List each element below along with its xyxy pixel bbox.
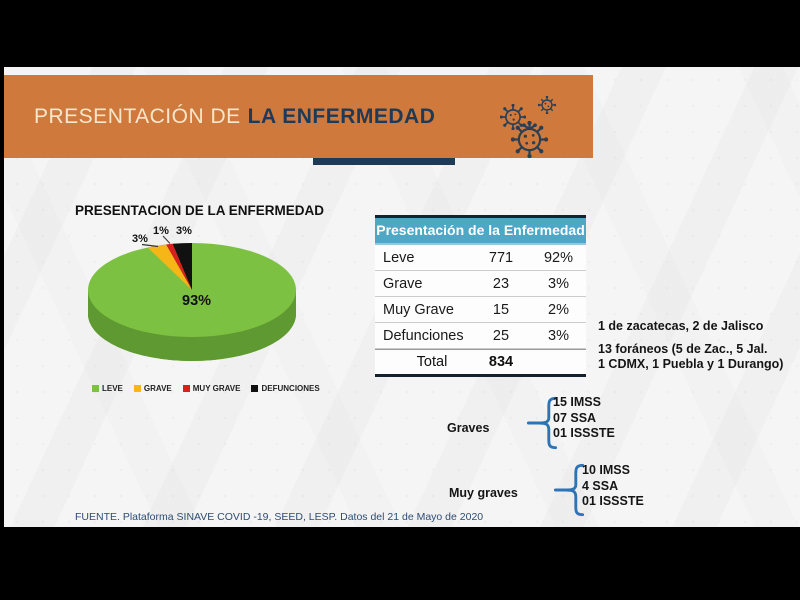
annotation-line: 1 CDMX, 1 Puebla y 1 Durango) — [598, 357, 784, 371]
total-label: Total — [416, 354, 448, 370]
legend-label: MUY GRAVE — [192, 384, 241, 393]
virus-icon — [511, 121, 548, 158]
muy-graves-item: 01 ISSSTE — [582, 494, 644, 508]
leader-line — [141, 243, 159, 248]
total-value: 834 — [488, 354, 514, 370]
legend-item-muy-grave: MUY GRAVE — [182, 384, 241, 393]
graves-items: 15 IMSS 07 SSA 01 ISSSTE — [553, 395, 615, 442]
pie-slice-grave — [147, 244, 192, 290]
slide: PRESENTACIÓN DE LA ENFERMEDAD — [4, 67, 800, 527]
muy-graves-item: 10 IMSS — [582, 463, 630, 477]
legend-label: DEFUNCIONES — [261, 384, 320, 393]
virus-icons — [500, 96, 570, 160]
muy-graves-item: 4 SSA — [582, 478, 619, 493]
brace-graves — [526, 396, 558, 450]
page-title-light: PRESENTACIÓN DE — [34, 104, 241, 128]
table-row: Defunciones 25 3% — [375, 323, 586, 349]
page-title: PRESENTACIÓN DE LA ENFERMEDAD — [34, 75, 435, 158]
graves-item: 07 SSA — [553, 410, 597, 425]
table-row: Muy Grave 15 2% — [375, 297, 586, 323]
row-label: Muy Grave — [383, 301, 454, 318]
table-row: Leve 771 92% — [375, 245, 586, 271]
brace-muy-graves — [553, 463, 585, 517]
row-value: 15 — [492, 301, 510, 318]
legend-swatch-leve — [92, 385, 99, 392]
annotation-foraneos: 13 foráneos (5 de Zac., 5 Jal. 1 CDMX, 1… — [598, 342, 783, 372]
annotation-line: 13 foráneos (5 de Zac., 5 Jal. — [598, 342, 768, 356]
legend-label: LEVE — [102, 384, 123, 393]
row-value: 25 — [492, 327, 510, 344]
header-accent-bar — [313, 158, 455, 165]
muy-graves-label: Muy graves — [449, 486, 518, 500]
table-total-row: Total 834 — [375, 349, 586, 374]
graves-item: 01 ISSSTE — [553, 426, 615, 440]
row-label: Leve — [383, 249, 415, 266]
legend-swatch-grave — [133, 385, 141, 392]
row-value: 23 — [492, 275, 510, 292]
leader-line — [162, 235, 171, 244]
legend-label: GRAVE — [143, 384, 172, 393]
graves-label: Graves — [447, 421, 490, 435]
legend-swatch-defunciones — [251, 385, 259, 392]
virus-icon — [500, 104, 526, 130]
table-title: Presentación de la Enfermedad — [375, 218, 586, 245]
pie-label-defunciones: 3% — [176, 225, 192, 237]
pie-chart — [88, 235, 296, 361]
pie-slice-defunciones — [172, 242, 192, 290]
row-percent: 2% — [548, 301, 569, 318]
row-percent: 3% — [548, 327, 569, 344]
row-label: Defunciones — [383, 327, 464, 344]
annotation-zacatecas-jalisco: 1 de zacatecas, 2 de Jalisco — [598, 319, 764, 333]
data-table: Presentación de la Enfermedad Leve 771 9… — [375, 215, 586, 377]
legend-item-grave: GRAVE — [133, 384, 172, 393]
virus-icon — [538, 96, 556, 114]
graves-item: 15 IMSS — [553, 395, 601, 409]
chart-legend: LEVE GRAVE MUY GRAVE DEFUNCIONES — [92, 384, 320, 393]
page-title-bold: LA ENFERMEDAD — [247, 104, 436, 128]
pie-label-grave: 3% — [132, 233, 148, 245]
row-percent: 92% — [543, 249, 574, 266]
header-bar: PRESENTACIÓN DE LA ENFERMEDAD — [4, 75, 593, 158]
legend-item-leve: LEVE — [92, 384, 123, 393]
muy-graves-items: 10 IMSS 4 SSA 01 ISSSTE — [582, 463, 644, 510]
row-label: Grave — [383, 275, 423, 292]
pie-slice-muy-grave — [166, 243, 192, 290]
legend-swatch-muy-grave — [182, 385, 190, 392]
pie-label-leve: 93% — [182, 293, 212, 309]
source-citation: FUENTE. Plataforma SINAVE COVID -19, SEE… — [75, 511, 484, 523]
legend-item-defunciones: DEFUNCIONES — [251, 384, 320, 393]
pie-label-muy-grave: 1% — [153, 225, 169, 237]
table-row: Grave 23 3% — [375, 271, 586, 297]
row-value: 771 — [488, 249, 514, 266]
chart-title: PRESENTACION DE LA ENFERMEDAD — [75, 203, 325, 218]
row-percent: 3% — [548, 275, 569, 292]
